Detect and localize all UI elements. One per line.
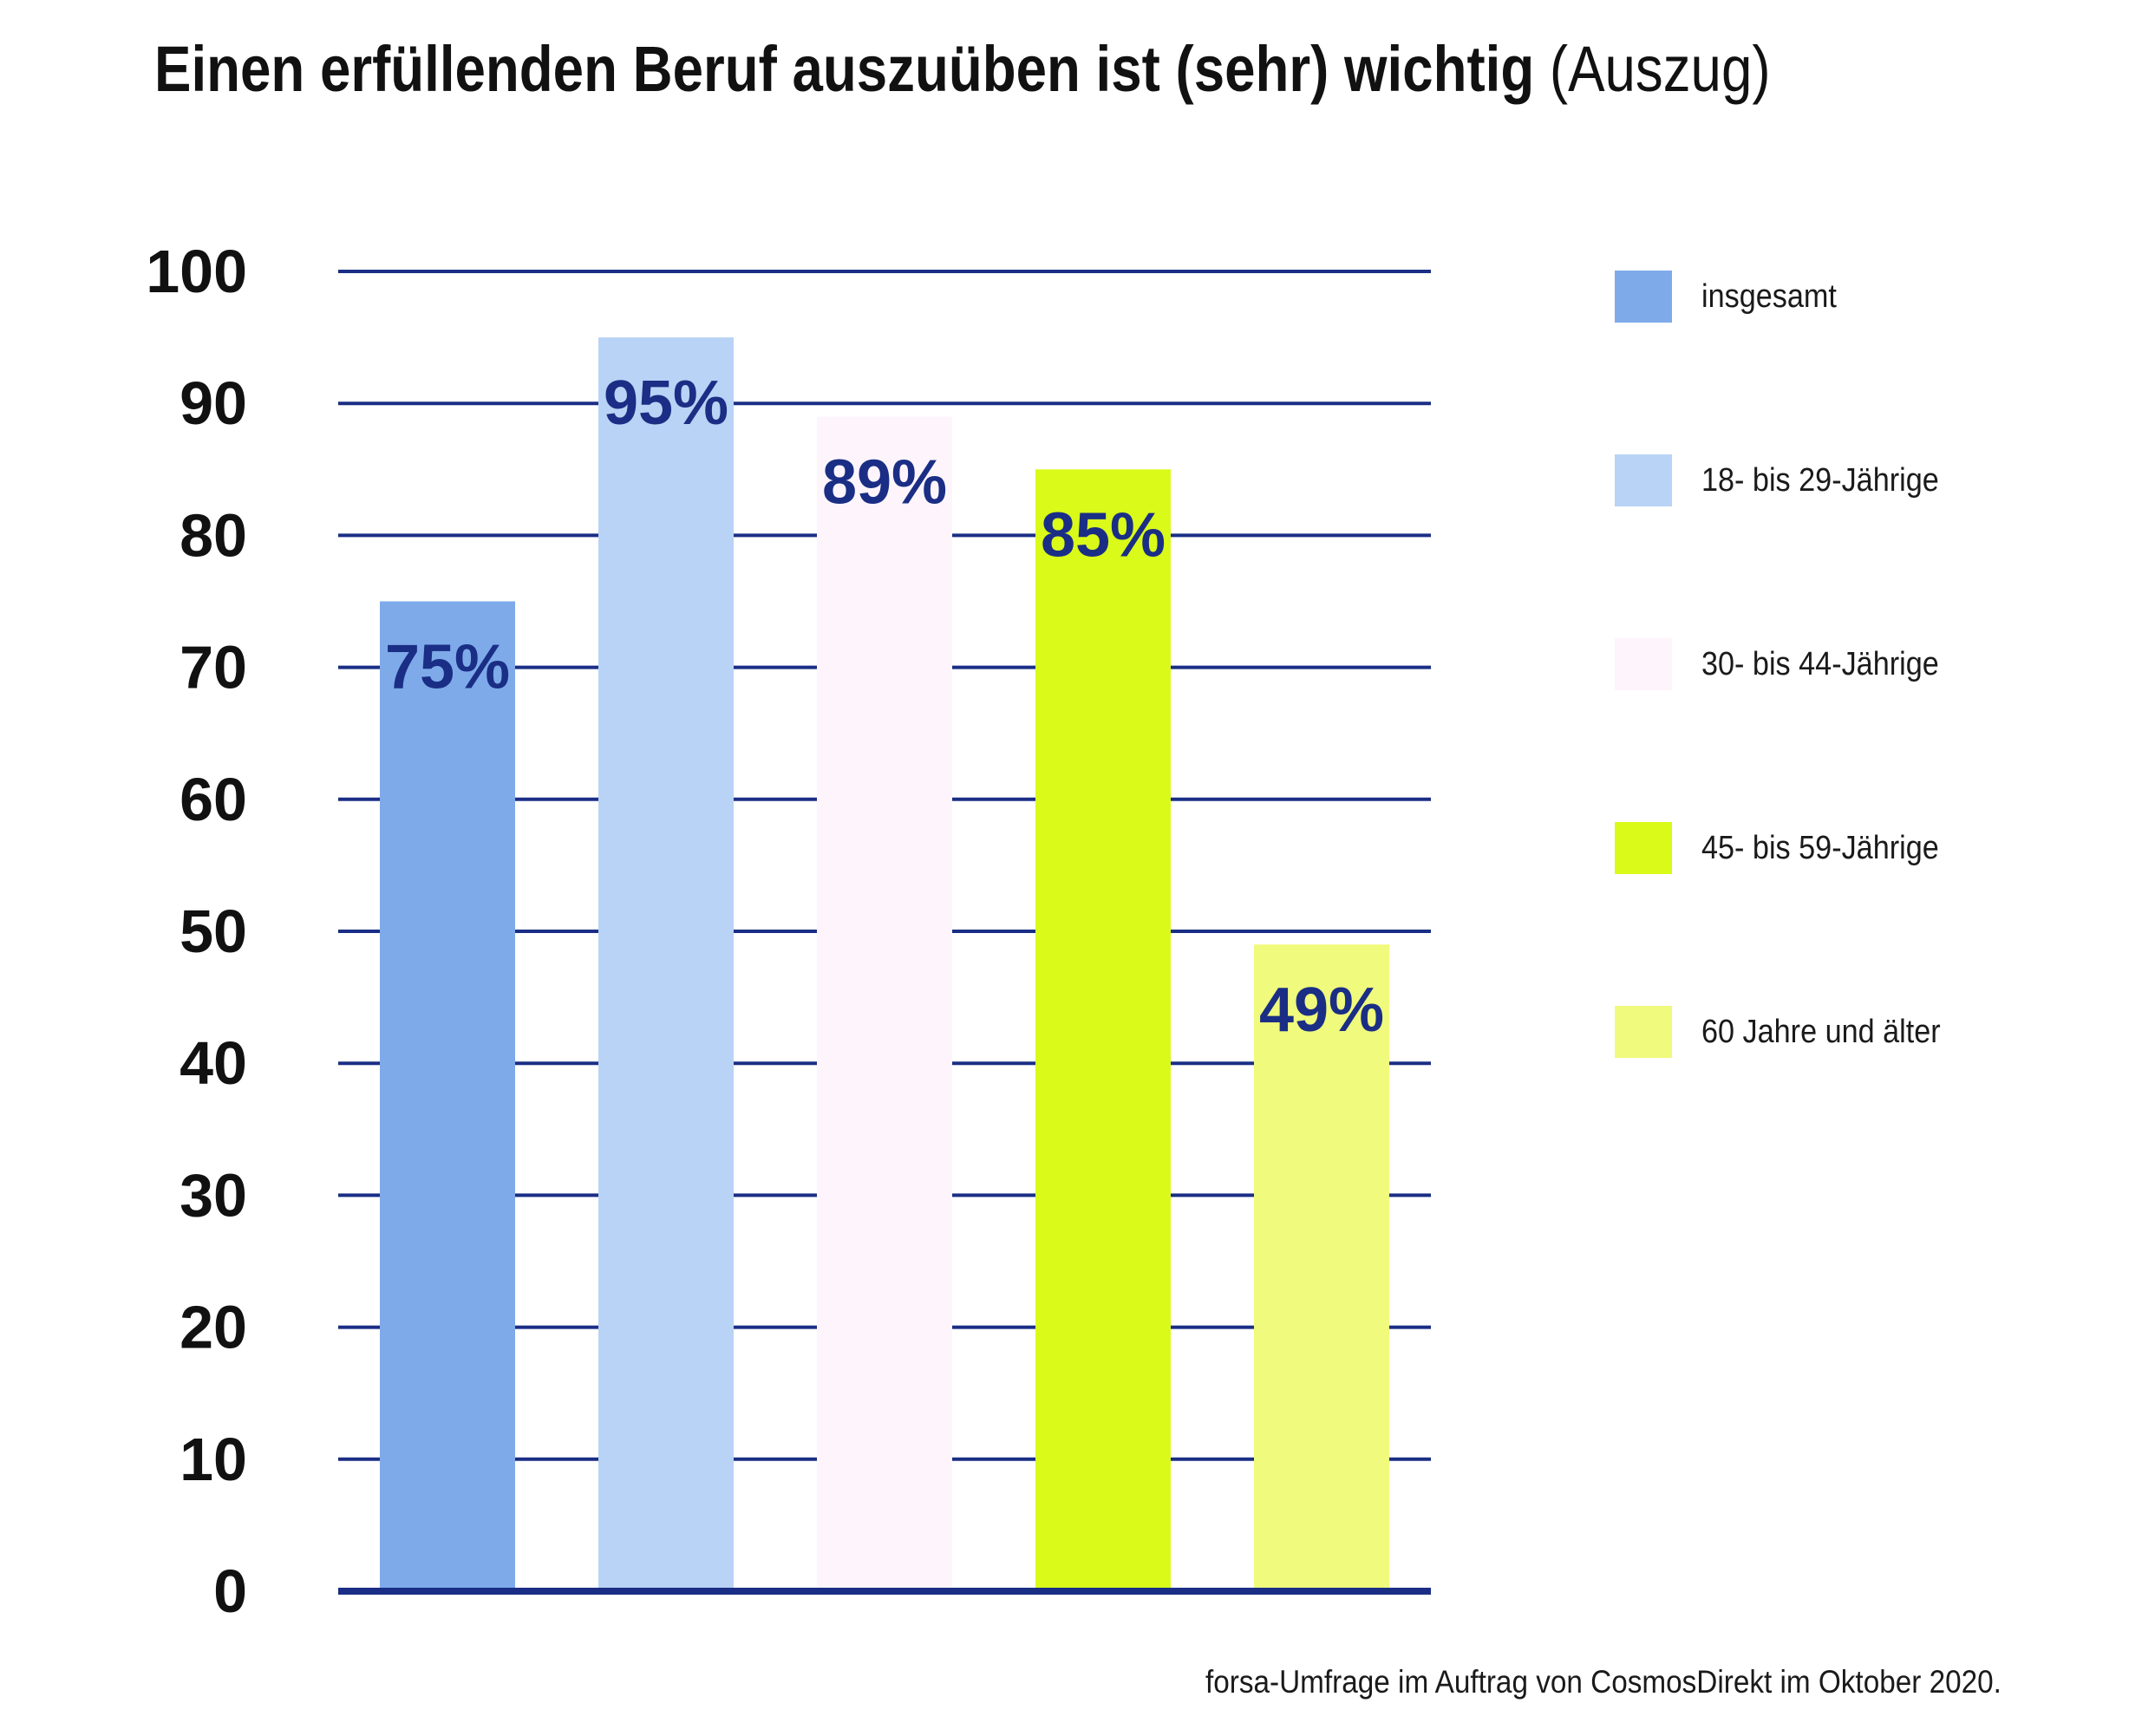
- bar-value-label: 75%: [385, 633, 510, 702]
- y-axis-tick-labels: 0 10 20 30 40 50 60 70 80 90 100: [146, 238, 247, 1625]
- y-tick-label: 60: [180, 766, 247, 833]
- bar-value-label: 89%: [822, 447, 947, 517]
- legend-label: 60 Jahre und älter: [1701, 1014, 1941, 1050]
- y-tick-label: 70: [180, 634, 247, 702]
- y-tick-label: 10: [180, 1426, 247, 1493]
- bar: [1035, 469, 1171, 1591]
- legend-item: 45- bis 59-Jährige: [1615, 822, 2100, 874]
- bar: [598, 337, 734, 1592]
- legend-item: 30- bis 44-Jährige: [1615, 638, 2100, 690]
- y-tick-label: 40: [180, 1029, 247, 1097]
- y-tick-label: 100: [146, 238, 247, 305]
- legend-item: insgesamt: [1615, 271, 2100, 323]
- bars: [380, 337, 1389, 1592]
- legend-swatch: [1615, 454, 1672, 506]
- source-note: forsa-Umfrage im Auftrag von CosmosDirek…: [1205, 1664, 2002, 1700]
- legend-label: 18- bis 29-Jährige: [1701, 462, 1939, 499]
- y-tick-label: 90: [180, 369, 247, 437]
- legend-label: insgesamt: [1701, 278, 1837, 315]
- chart-title: Einen erfüllenden Beruf auszuüben ist (s…: [154, 26, 1771, 113]
- bar-value-label: 49%: [1259, 976, 1384, 1045]
- y-tick-label: 30: [180, 1161, 247, 1229]
- y-tick-label: 50: [180, 897, 247, 965]
- y-tick-label: 20: [180, 1294, 247, 1361]
- legend-swatch: [1615, 1006, 1672, 1058]
- bar: [1254, 944, 1389, 1591]
- chart-title-sub: (Auszug): [1549, 33, 1771, 105]
- legend-swatch: [1615, 638, 1672, 690]
- bar-value-label: 85%: [1041, 500, 1166, 570]
- chart-title-main: Einen erfüllenden Beruf auszuüben ist (s…: [154, 33, 1535, 105]
- bar-chart: 0 10 20 30 40 50 60 70 80 90 100 75% 95% 89% 85% 49%: [146, 238, 1431, 1625]
- bar-value-labels: 75% 95% 89% 85% 49%: [385, 369, 1384, 1045]
- y-tick-label: 0: [213, 1557, 247, 1625]
- y-tick-label: 80: [180, 501, 247, 569]
- legend-swatch: [1615, 271, 1672, 323]
- bar-value-label: 95%: [604, 369, 728, 438]
- bar: [380, 601, 515, 1591]
- legend-item: 60 Jahre und älter: [1615, 1006, 2100, 1058]
- legend-label: 30- bis 44-Jährige: [1701, 646, 1939, 682]
- legend-swatch: [1615, 822, 1672, 874]
- legend-label: 45- bis 59-Jährige: [1701, 830, 1939, 866]
- bar: [817, 416, 952, 1591]
- legend-item: 18- bis 29-Jährige: [1615, 454, 2100, 506]
